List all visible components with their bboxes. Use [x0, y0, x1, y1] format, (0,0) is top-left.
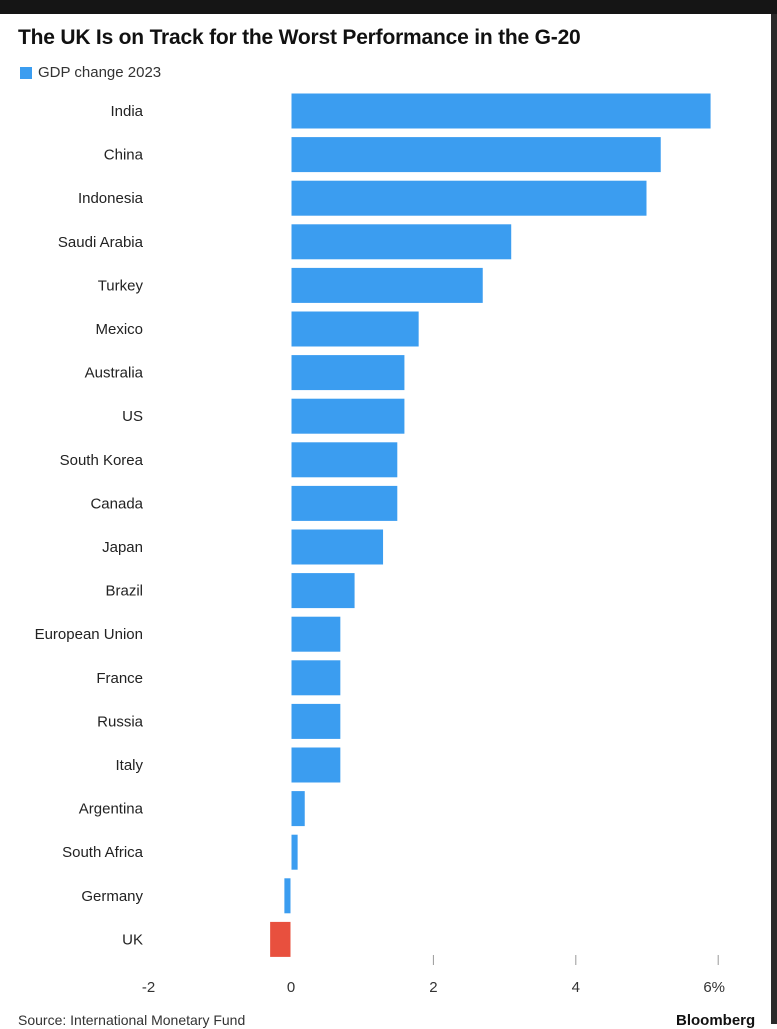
- category-label: European Union: [35, 626, 143, 643]
- category-label: UK: [122, 931, 143, 948]
- category-label: South Africa: [62, 844, 144, 861]
- category-label: Brazil: [105, 583, 143, 600]
- legend-label: GDP change 2023: [38, 64, 162, 81]
- category-label: South Korea: [60, 452, 144, 469]
- category-label: US: [122, 408, 143, 425]
- bar: [290, 179, 648, 217]
- bar: [290, 615, 342, 653]
- category-label: India: [110, 103, 143, 120]
- bar: [290, 92, 712, 130]
- category-label: China: [104, 147, 144, 164]
- top-bar: [0, 0, 777, 14]
- bar: [290, 136, 662, 174]
- bar: [290, 441, 399, 479]
- category-label: Canada: [90, 495, 143, 512]
- chart-title: The UK Is on Track for the Worst Perform…: [18, 26, 581, 49]
- bar: [290, 310, 420, 348]
- bar: [283, 877, 292, 915]
- category-label: Japan: [102, 539, 143, 556]
- source-note: Source: International Monetary Fund: [18, 1012, 246, 1028]
- category-label: France: [96, 670, 143, 687]
- legend-swatch: [20, 66, 32, 79]
- bar: [290, 572, 356, 610]
- chart-legend: GDP change 2023: [20, 64, 161, 81]
- bar: [290, 223, 513, 261]
- bar: [290, 528, 385, 566]
- x-tick-label: -2: [142, 979, 155, 996]
- category-label: Mexico: [95, 321, 143, 338]
- brand-label: Bloomberg: [676, 1012, 756, 1029]
- category-label: Turkey: [98, 277, 144, 294]
- bar: [290, 659, 342, 697]
- bar: [290, 790, 306, 828]
- category-label: Russia: [97, 713, 144, 730]
- right-edge: [771, 14, 777, 1024]
- bar: [290, 833, 299, 871]
- bar: [290, 484, 399, 522]
- category-label: Australia: [85, 365, 144, 382]
- category-label: Argentina: [79, 801, 144, 818]
- category-label: Italy: [115, 757, 143, 774]
- x-tick-label: 6%: [703, 979, 725, 996]
- bar: [290, 746, 342, 784]
- x-tick-label: 4: [572, 979, 580, 996]
- bar: [290, 702, 342, 740]
- bar: [290, 397, 406, 435]
- x-tick-label: 2: [429, 979, 437, 996]
- category-label: Germany: [81, 888, 143, 905]
- category-label: Saudi Arabia: [58, 234, 144, 251]
- bar: [290, 266, 484, 304]
- x-tick-label: 0: [287, 979, 295, 996]
- bar: [269, 920, 292, 958]
- bar: [290, 354, 406, 392]
- category-label: Indonesia: [78, 190, 144, 207]
